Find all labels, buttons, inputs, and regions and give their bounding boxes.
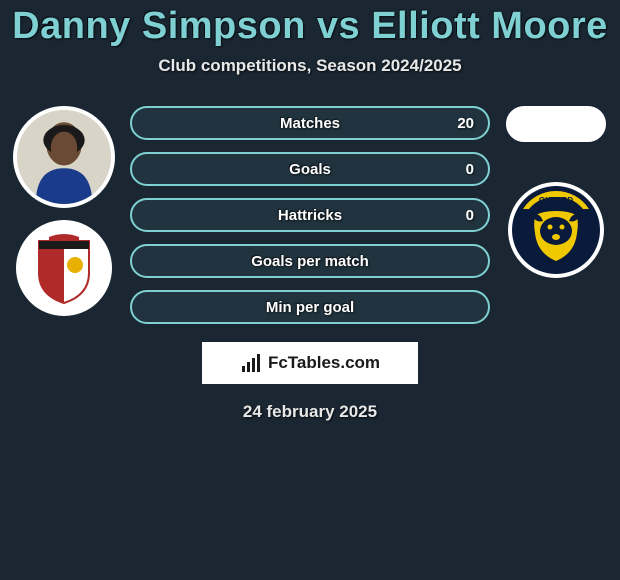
stat-label: Hattricks (278, 207, 342, 224)
player-left-column (8, 106, 120, 316)
player-left-avatar (13, 106, 115, 208)
stat-row-hattricks: Hattricks 0 (130, 198, 490, 232)
stat-label: Matches (280, 115, 340, 132)
club-right-badge: OXFORD (508, 182, 604, 278)
page-title: Danny Simpson vs Elliott Moore (0, 5, 620, 48)
main-row: Matches 20 Goals 0 Hattricks 0 Goals per… (0, 106, 620, 324)
stat-row-gpm: Goals per match (130, 244, 490, 278)
club-left-badge (16, 220, 112, 316)
brand-box[interactable]: FcTables.com (202, 342, 418, 384)
player-right-column: OXFORD (500, 106, 612, 278)
stats-column: Matches 20 Goals 0 Hattricks 0 Goals per… (130, 106, 490, 324)
player-right-avatar (506, 106, 606, 142)
ox-shield-icon: OXFORD (511, 185, 601, 275)
brand-label: FcTables.com (268, 353, 380, 373)
date-label: 24 february 2025 (0, 402, 620, 422)
stat-right-value: 0 (466, 161, 474, 178)
shield-icon (19, 223, 109, 313)
stat-row-matches: Matches 20 (130, 106, 490, 140)
chart-icon (240, 352, 262, 374)
person-icon (17, 110, 111, 204)
stat-label: Goals per match (251, 253, 369, 270)
svg-text:OXFORD: OXFORD (539, 196, 573, 205)
stat-label: Goals (289, 161, 331, 178)
stat-row-goals: Goals 0 (130, 152, 490, 186)
comparison-card: Danny Simpson vs Elliott Moore Club comp… (0, 0, 620, 422)
stat-row-mpg: Min per goal (130, 290, 490, 324)
stat-right-value: 0 (466, 207, 474, 224)
subtitle: Club competitions, Season 2024/2025 (0, 56, 620, 76)
stat-right-value: 20 (457, 115, 474, 132)
stat-label: Min per goal (266, 299, 354, 316)
